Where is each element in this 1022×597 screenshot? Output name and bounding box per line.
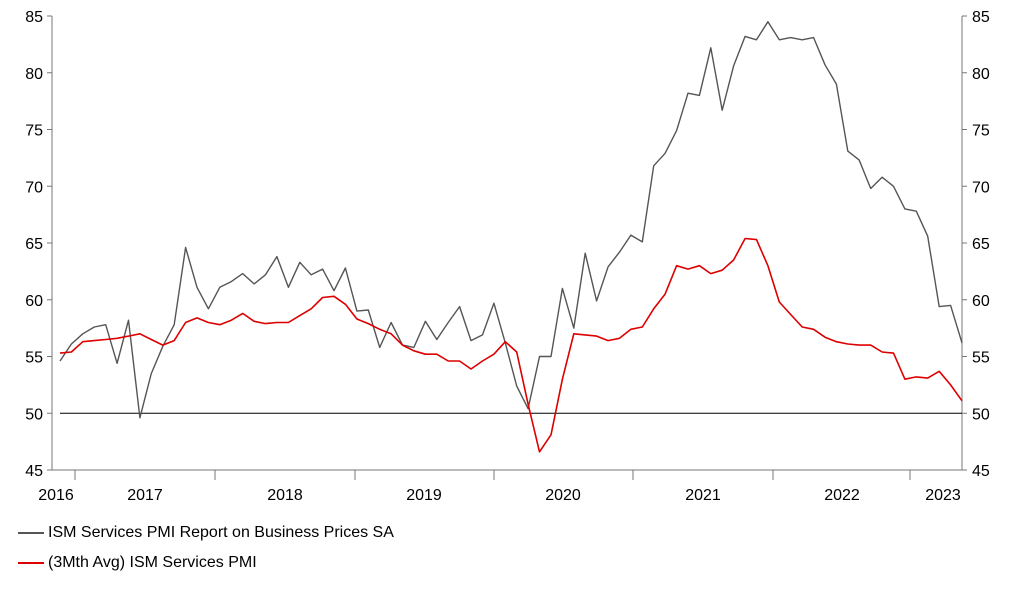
y-tick-label-left: 55 [25,350,43,367]
x-tick-label: 2021 [685,487,721,504]
series-line-prices [59,21,963,419]
legend-swatch-3mth-avg [18,562,44,564]
legend-swatch-prices [18,532,44,534]
y-tick-label-right: 70 [972,179,990,196]
x-tick-label: 2020 [545,487,581,504]
y-tick-label-right: 65 [972,236,990,253]
x-tick-label: 2018 [267,487,303,504]
y-tick-label-right: 60 [972,293,990,310]
legend-label-prices: ISM Services PMI Report on Business Pric… [48,524,394,541]
y-tick-label-left: 60 [25,293,43,310]
legend-item-3mth-avg: (3Mth Avg) ISM Services PMI [18,554,257,572]
y-tick-label-left: 70 [25,179,43,196]
y-tick-label-left: 65 [25,236,43,253]
axis-ticks [47,15,967,480]
y-tick-label-left: 45 [25,463,43,480]
legend-item-prices: ISM Services PMI Report on Business Pric… [18,524,394,542]
y-tick-label-left: 50 [25,406,43,423]
y-tick-label-right: 55 [972,350,990,367]
series-lines [59,21,963,453]
x-tick-label: 2019 [406,487,442,504]
x-tick-label: 2017 [127,487,163,504]
x-tick-label: 2022 [824,487,860,504]
series-line-3mth-avg [59,237,963,453]
y-tick-label-left: 75 [25,123,43,140]
y-tick-label-right: 45 [972,463,990,480]
x-tick-label: 2023 [925,487,961,504]
x-tick-label: 2016 [38,487,74,504]
y-tick-label-left: 85 [25,9,43,26]
y-tick-label-right: 50 [972,406,990,423]
chart-axes [51,16,963,471]
y-tick-label-right: 75 [972,123,990,140]
axis-tick-labels: 45 45 50 50 55 55 60 60 65 65 70 70 75 75 80 80 85 85 2016… [25,9,990,504]
legend-label-3mth-avg: (3Mth Avg) ISM Services PMI [48,554,257,571]
y-tick-label-right: 85 [972,9,990,26]
y-tick-label-right: 80 [972,66,990,83]
y-tick-label-left: 80 [25,66,43,83]
